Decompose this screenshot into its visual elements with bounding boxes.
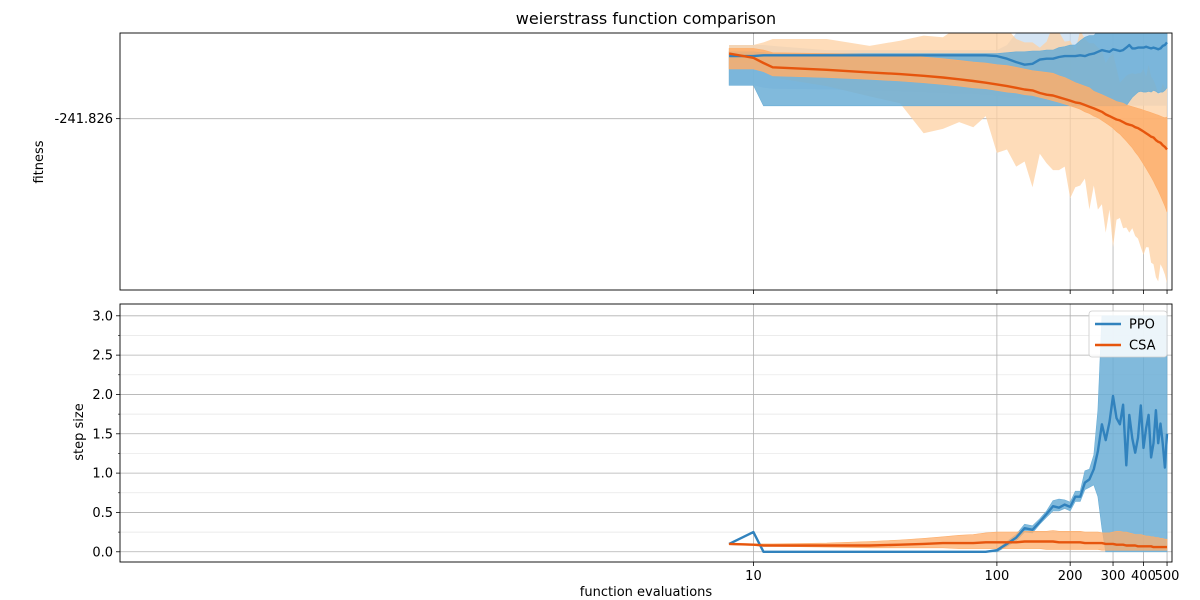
top-y-label: fitness	[32, 140, 47, 183]
ppo-line	[729, 41, 1168, 66]
legend-label-csa: CSA	[1129, 339, 1156, 354]
plot-frame	[119, 32, 1173, 291]
y-tick-label: 1.5	[92, 427, 113, 442]
fitness-plot: -241.826	[55, 32, 1173, 294]
csa-line	[728, 52, 1168, 151]
y-tick-label: 3.0	[92, 309, 113, 324]
y-tick-label: 0.5	[92, 506, 113, 521]
bottom-y-label: step size	[72, 403, 87, 460]
x-tick-label: 500	[1155, 569, 1180, 584]
csa-band	[728, 48, 1168, 213]
y-tick-label: 2.5	[92, 349, 113, 364]
y-tick-label: -241.826	[55, 112, 113, 127]
x-tick-label: 100	[984, 569, 1009, 584]
x-tick-label: 400	[1131, 569, 1156, 584]
csa-band	[728, 530, 1168, 551]
x-axis-label: function evaluations	[580, 585, 713, 600]
legend: PPO CSA	[1088, 310, 1168, 358]
x-tick-label: 200	[1058, 569, 1083, 584]
legend-label-ppo: PPO	[1129, 318, 1155, 333]
ppo-line	[728, 394, 1169, 553]
csa-line	[729, 540, 1167, 549]
y-tick-label: 1.0	[92, 467, 113, 482]
y-tick-label: 2.0	[92, 388, 113, 403]
x-tick-label: 300	[1101, 569, 1126, 584]
x-tick-label: 10	[745, 569, 762, 584]
y-tick-label: 0.0	[92, 545, 113, 560]
plot-frame	[119, 303, 1173, 563]
chart-title: weierstrass function comparison	[516, 9, 776, 28]
